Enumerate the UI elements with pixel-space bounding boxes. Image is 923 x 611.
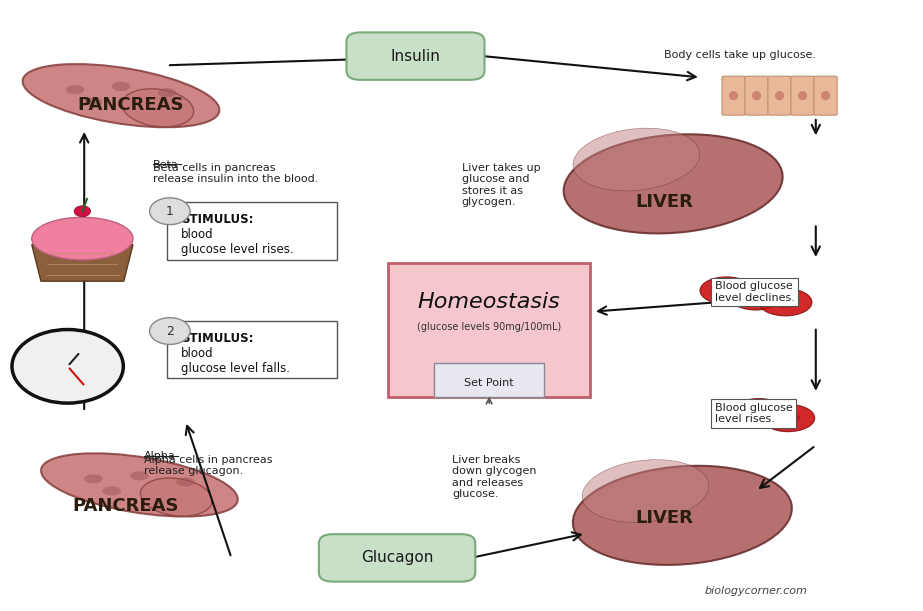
- Ellipse shape: [752, 91, 761, 100]
- Text: Set Point: Set Point: [464, 378, 514, 389]
- FancyBboxPatch shape: [318, 534, 475, 582]
- Text: Beta: Beta: [153, 159, 179, 169]
- FancyBboxPatch shape: [768, 76, 791, 115]
- FancyBboxPatch shape: [722, 76, 745, 115]
- FancyBboxPatch shape: [388, 263, 591, 397]
- Ellipse shape: [714, 285, 738, 296]
- Text: Liver breaks
down glycogen
and releases
glucose.: Liver breaks down glycogen and releases …: [452, 455, 537, 499]
- Text: Body cells take up glucose.: Body cells take up glucose.: [664, 50, 816, 60]
- FancyBboxPatch shape: [167, 202, 337, 260]
- Ellipse shape: [573, 466, 792, 565]
- Ellipse shape: [582, 459, 709, 522]
- Text: Insulin: Insulin: [390, 49, 440, 64]
- Text: 2: 2: [166, 324, 174, 337]
- Text: Glucagon: Glucagon: [361, 551, 433, 565]
- Text: blood
glucose level rises.: blood glucose level rises.: [181, 229, 294, 256]
- Ellipse shape: [744, 291, 768, 302]
- Text: PANCREAS: PANCREAS: [72, 497, 179, 515]
- Ellipse shape: [112, 82, 130, 91]
- Polygon shape: [31, 244, 133, 281]
- Ellipse shape: [140, 478, 212, 516]
- Ellipse shape: [12, 329, 124, 403]
- Ellipse shape: [729, 91, 738, 100]
- Ellipse shape: [573, 128, 700, 191]
- Ellipse shape: [700, 277, 753, 304]
- FancyBboxPatch shape: [791, 76, 814, 115]
- Text: biologycorner.com: biologycorner.com: [704, 587, 808, 596]
- Text: Blood glucose
level rises.: Blood glucose level rises.: [714, 403, 792, 425]
- Text: Homeostasis: Homeostasis: [418, 293, 560, 312]
- Text: STIMULUS:: STIMULUS:: [181, 332, 253, 345]
- FancyBboxPatch shape: [167, 321, 337, 378]
- Text: (glucose levels 90mg/100mL): (glucose levels 90mg/100mL): [417, 322, 561, 332]
- Ellipse shape: [66, 85, 84, 94]
- Ellipse shape: [564, 134, 783, 233]
- Ellipse shape: [31, 218, 133, 260]
- Text: Alpha cells in pancreas
release glucagon.: Alpha cells in pancreas release glucagon…: [144, 455, 272, 476]
- Text: Liver takes up
glucose and
stores it as
glycogen.: Liver takes up glucose and stores it as …: [462, 163, 540, 207]
- Text: PANCREAS: PANCREAS: [77, 96, 184, 114]
- Ellipse shape: [158, 88, 176, 97]
- Ellipse shape: [798, 91, 807, 100]
- Ellipse shape: [761, 404, 815, 431]
- Ellipse shape: [775, 91, 785, 100]
- Ellipse shape: [773, 296, 797, 308]
- Ellipse shape: [150, 318, 190, 345]
- FancyBboxPatch shape: [814, 76, 837, 115]
- Ellipse shape: [74, 206, 90, 217]
- Ellipse shape: [122, 89, 194, 127]
- Ellipse shape: [747, 406, 771, 418]
- Ellipse shape: [176, 477, 195, 486]
- Text: 1: 1: [166, 205, 174, 218]
- Text: LIVER: LIVER: [635, 193, 693, 211]
- Ellipse shape: [821, 91, 830, 100]
- Text: Blood glucose
level declines.: Blood glucose level declines.: [714, 281, 795, 303]
- Ellipse shape: [776, 412, 800, 424]
- Ellipse shape: [732, 398, 785, 426]
- Ellipse shape: [41, 453, 238, 516]
- Text: blood
glucose level falls.: blood glucose level falls.: [181, 347, 290, 375]
- FancyBboxPatch shape: [745, 76, 768, 115]
- Ellipse shape: [84, 474, 102, 483]
- Ellipse shape: [759, 288, 812, 316]
- Ellipse shape: [130, 471, 149, 480]
- Text: Alpha: Alpha: [144, 452, 175, 461]
- Ellipse shape: [729, 283, 783, 310]
- Ellipse shape: [102, 486, 121, 496]
- Ellipse shape: [150, 198, 190, 225]
- FancyBboxPatch shape: [434, 364, 545, 397]
- Text: LIVER: LIVER: [635, 510, 693, 527]
- FancyBboxPatch shape: [346, 32, 485, 80]
- Ellipse shape: [84, 97, 102, 106]
- Ellipse shape: [23, 64, 220, 127]
- Text: STIMULUS:: STIMULUS:: [181, 213, 253, 226]
- Text: Beta cells in pancreas
release insulin into the blood.: Beta cells in pancreas release insulin i…: [153, 163, 318, 184]
